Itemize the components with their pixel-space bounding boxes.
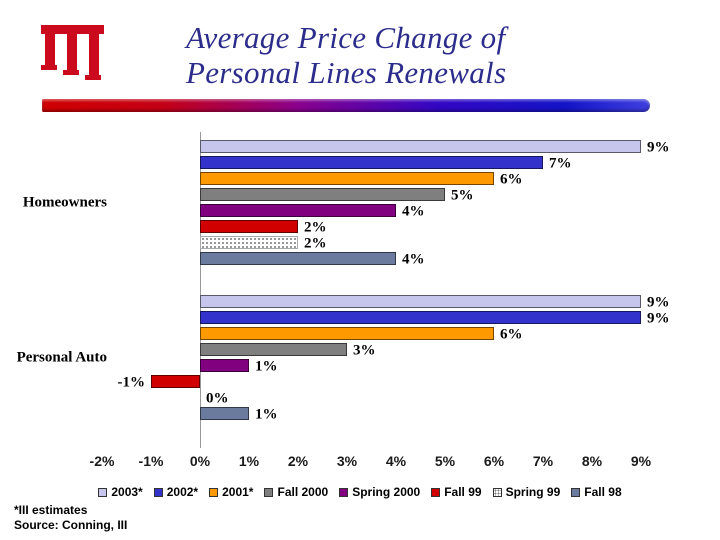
- bar-value-label-personal-auto-fall-2000: 3%: [353, 342, 376, 358]
- legend-swatch-2003: [98, 487, 108, 497]
- legend-swatch-spring-99: [492, 487, 502, 497]
- bar-personal-auto-2002: [200, 311, 641, 324]
- x-axis-label-7: 7%: [532, 453, 554, 469]
- bar-personal-auto-spring-2000: [200, 359, 249, 372]
- x-axis-label-4: 4%: [385, 453, 407, 469]
- legend-swatch-spring-2000: [339, 487, 349, 497]
- divider-bar: [42, 99, 650, 112]
- bar-value-label-personal-auto-2002: 9%: [647, 310, 670, 326]
- footnote-estimates: *III estimates: [14, 503, 88, 517]
- footnote-source: Source: Conning, III: [14, 518, 128, 532]
- category-label-personal-auto: Personal Auto: [16, 349, 107, 365]
- bar-homeowners-spring-2000: [200, 204, 396, 217]
- bar-value-label-homeowners-2001: 6%: [500, 171, 523, 187]
- bar-value-label-personal-auto-spring-2000: 1%: [255, 358, 278, 374]
- category-label-homeowners: Homeowners: [22, 194, 107, 210]
- x-axis-label-1: 1%: [238, 453, 260, 469]
- bar-homeowners-fall-2000: [200, 188, 445, 201]
- bar-homeowners-2003: [200, 140, 641, 153]
- x-axis-label-3: 3%: [336, 453, 358, 469]
- x-axis-label-2: -2%: [89, 453, 115, 469]
- legend-label-2003: 2003*: [111, 485, 143, 499]
- legend-label-fall-99: Fall 99: [444, 485, 482, 499]
- slide-title: Average Price Change of Personal Lines R…: [186, 20, 506, 90]
- x-axis-label-1: -1%: [138, 453, 164, 469]
- legend-label-spring-99: Spring 99: [505, 485, 561, 499]
- bar-value-label-homeowners-fall-98: 4%: [402, 251, 425, 267]
- legend-item-spring-99: Spring 99: [492, 485, 561, 499]
- iii-logo: [40, 22, 106, 89]
- legend-swatch-2001: [209, 487, 219, 497]
- bar-value-label-homeowners-spring-99: 2%: [304, 235, 327, 251]
- legend-item-2003: 2003*: [98, 485, 143, 499]
- chart-legend: 2003* 2002* 2001* Fall 2000 Spring 2000 Fall …: [0, 485, 720, 499]
- x-axis-label-0: 0%: [189, 453, 211, 469]
- bar-homeowners-spring-99: [200, 236, 298, 249]
- bar-value-label-personal-auto-2003: 9%: [647, 294, 670, 310]
- x-axis-label-8: 8%: [581, 453, 603, 469]
- legend-label-fall-2000: Fall 2000: [277, 485, 329, 499]
- legend-item-fall-2000: Fall 2000: [264, 485, 328, 499]
- bar-value-label-homeowners-2003: 9%: [647, 139, 670, 155]
- bar-value-label-personal-auto-spring-99: 0%: [206, 390, 229, 406]
- bar-personal-auto-fall-98: [200, 407, 249, 420]
- x-axis-label-6: 6%: [483, 453, 505, 469]
- x-axis-label-5: 5%: [434, 453, 456, 469]
- bar-value-label-personal-auto-fall-98: 1%: [255, 406, 278, 422]
- legend-swatch-fall-98: [571, 487, 581, 497]
- bar-personal-auto-2001: [200, 327, 494, 340]
- legend-label-spring-2000: Spring 2000: [352, 485, 421, 499]
- bar-value-label-homeowners-fall-99: 2%: [304, 219, 327, 235]
- legend-item-spring-2000: Spring 2000: [339, 485, 420, 499]
- bar-value-label-homeowners-fall-2000: 5%: [451, 187, 474, 203]
- x-axis-label-9: 9%: [630, 453, 652, 469]
- bar-value-label-homeowners-2002: 7%: [549, 155, 572, 171]
- legend-label-2002: 2002*: [166, 485, 199, 499]
- slide-title-line1: Average Price Change of: [186, 20, 506, 55]
- bar-personal-auto-fall-2000: [200, 343, 347, 356]
- bar-personal-auto-fall-99: [151, 375, 200, 388]
- iii-logo-glyph: [41, 25, 104, 80]
- legend-label-2001: 2001*: [222, 485, 254, 499]
- legend-item-2001: 2001*: [209, 485, 253, 499]
- legend-swatch-fall-2000: [264, 487, 274, 497]
- legend-item-fall-99: Fall 99: [431, 485, 482, 499]
- zero-axis-line: [200, 132, 201, 448]
- footnotes: *III estimates Source: Conning, III: [14, 503, 127, 533]
- bar-homeowners-2001: [200, 172, 494, 185]
- legend-label-fall-98: Fall 98: [584, 485, 622, 499]
- legend-swatch-fall-99: [431, 487, 441, 497]
- x-axis-label-2: 2%: [287, 453, 309, 469]
- bar-value-label-homeowners-spring-2000: 4%: [402, 203, 425, 219]
- bar-value-label-personal-auto-2001: 6%: [500, 326, 523, 342]
- bar-homeowners-fall-99: [200, 220, 298, 233]
- bar-personal-auto-2003: [200, 295, 641, 308]
- legend-swatch-2002: [153, 487, 163, 497]
- bar-value-label-personal-auto-fall-99: -1%: [117, 374, 146, 390]
- legend-item-fall-98: Fall 98: [571, 485, 622, 499]
- bar-homeowners-fall-98: [200, 252, 396, 265]
- slide-title-line2: Personal Lines Renewals: [186, 55, 507, 90]
- bar-homeowners-2002: [200, 156, 543, 169]
- legend-item-2002: 2002*: [153, 485, 199, 499]
